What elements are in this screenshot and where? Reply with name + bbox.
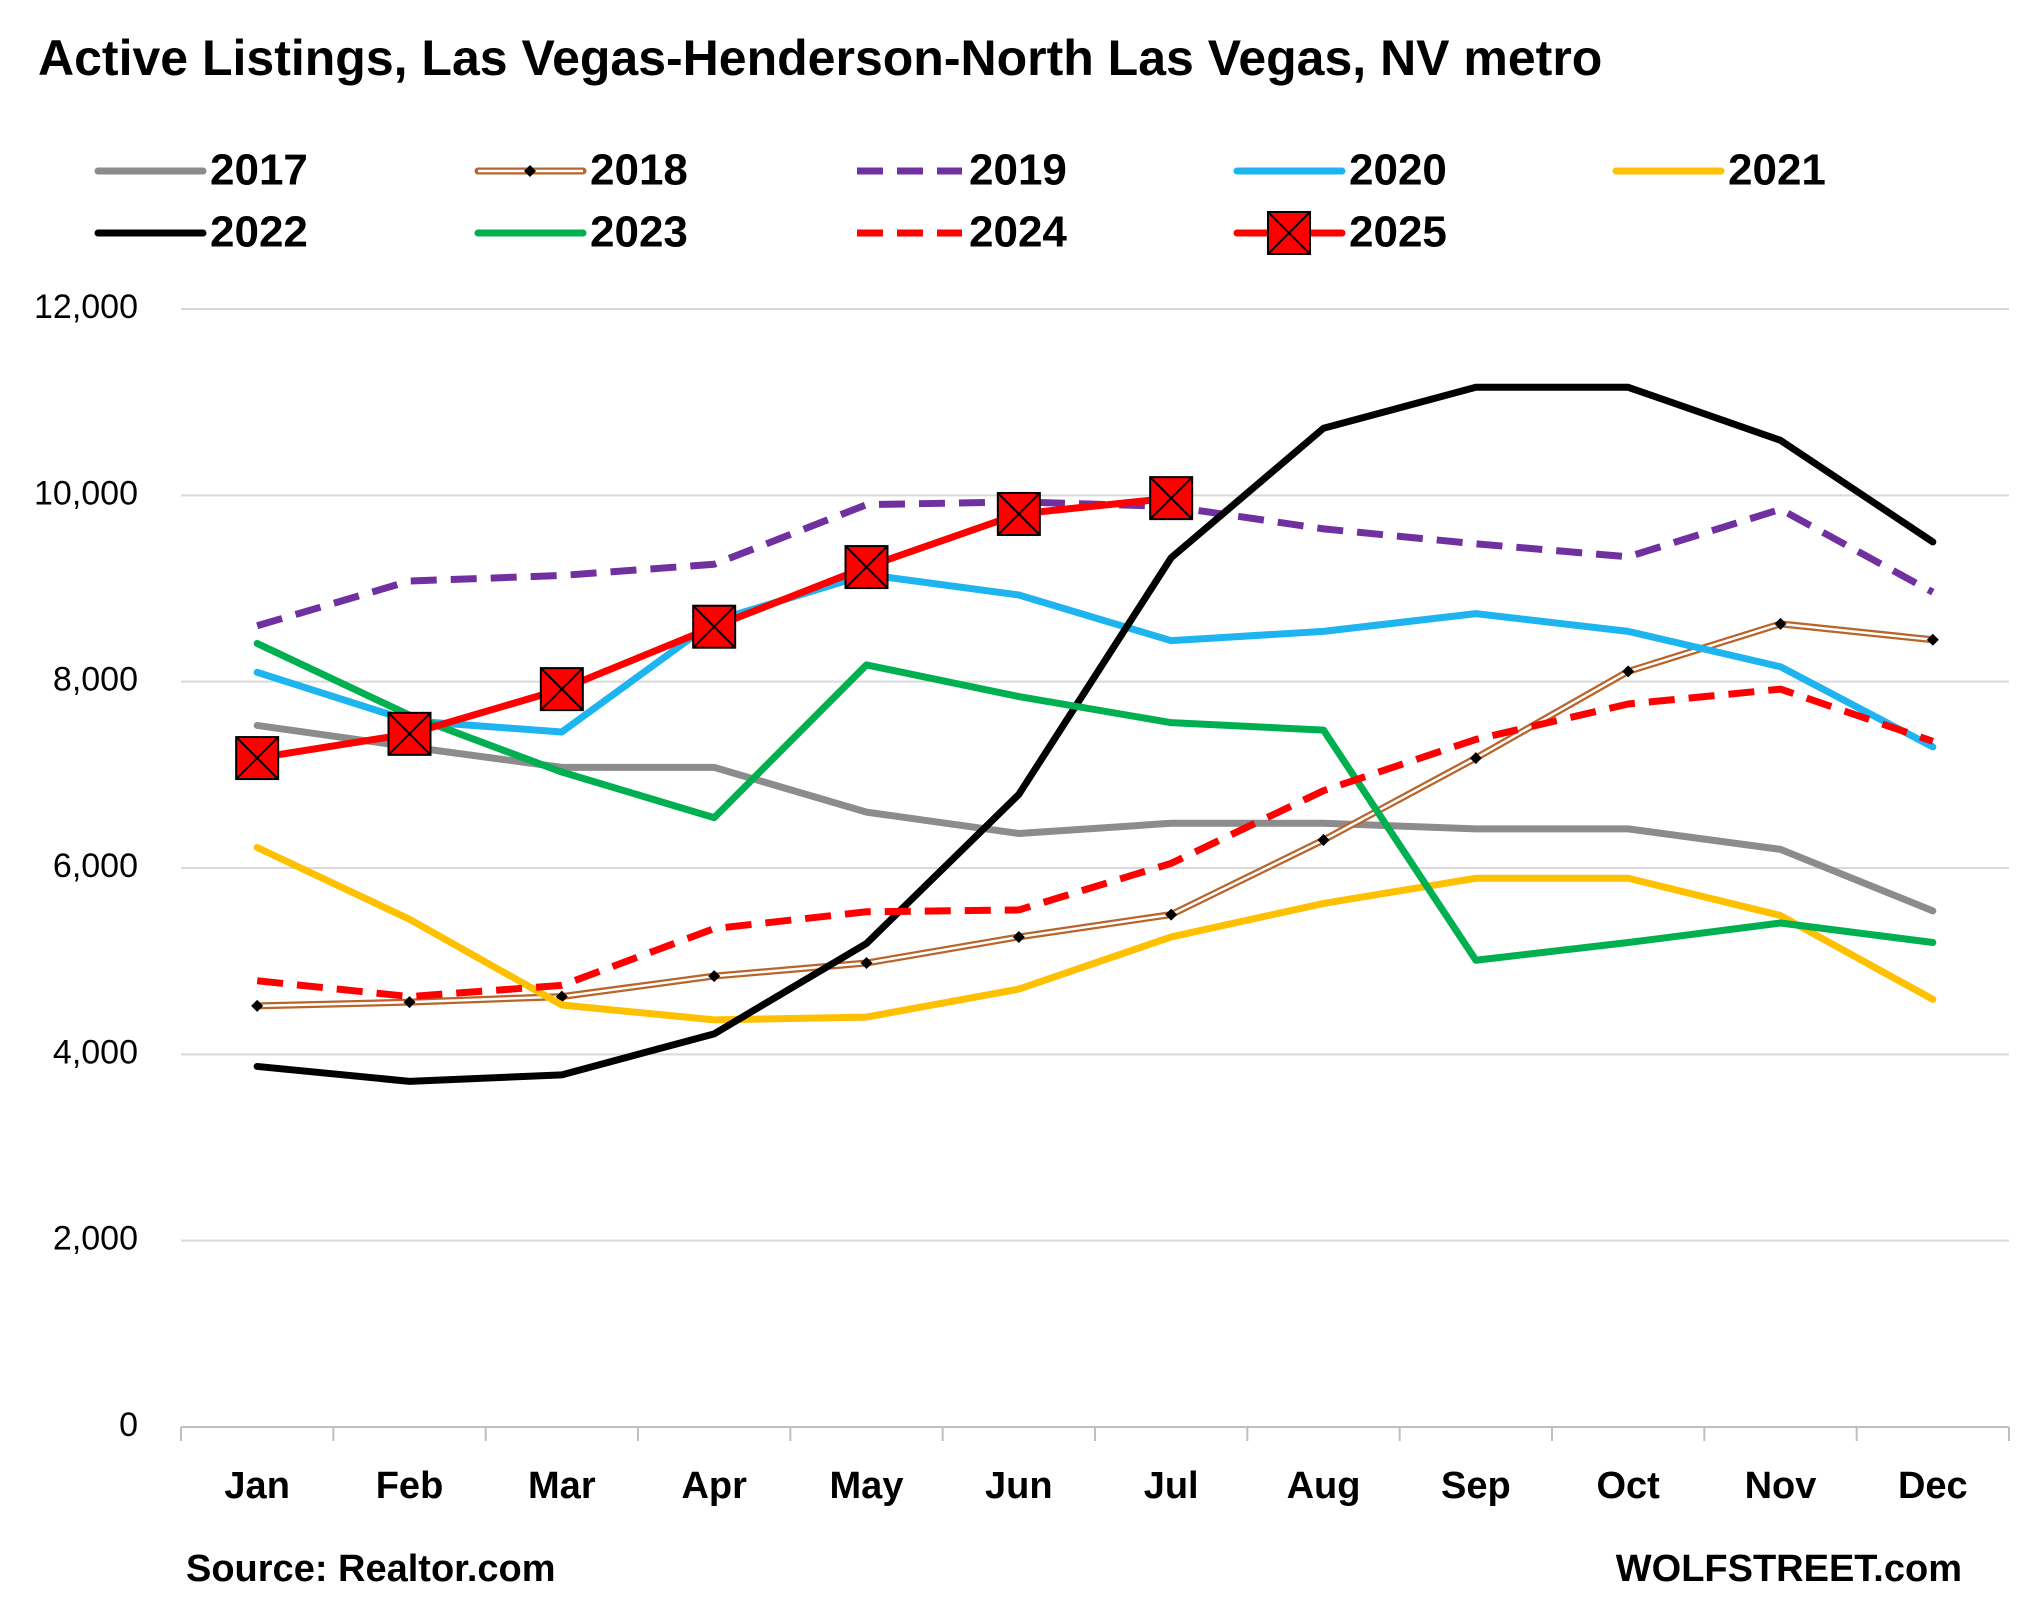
y-tick-label: 10,000 bbox=[34, 474, 138, 512]
x-tick-label: Aug bbox=[1287, 1465, 1361, 1507]
x-tick-label: Jan bbox=[224, 1465, 289, 1507]
marker bbox=[1165, 908, 1178, 921]
marker-x bbox=[387, 712, 432, 756]
series bbox=[256, 685, 1934, 1001]
x-tick-label: Feb bbox=[376, 1465, 444, 1507]
marker bbox=[708, 970, 721, 983]
marker bbox=[860, 957, 873, 970]
marker bbox=[996, 491, 1041, 536]
legend-label: 2023 bbox=[590, 208, 688, 257]
x-tick-label: Dec bbox=[1898, 1465, 1968, 1507]
y-tick-label: 6,000 bbox=[53, 847, 138, 885]
series bbox=[251, 617, 1939, 1012]
x-tick-label: Sep bbox=[1441, 1465, 1511, 1507]
legend-marker-x bbox=[1267, 211, 1311, 255]
legend-item: 2023 bbox=[474, 208, 688, 257]
marker bbox=[251, 999, 264, 1012]
series-line bbox=[256, 685, 1934, 1001]
x-tick-label: Jun bbox=[985, 1465, 1053, 1507]
marker bbox=[403, 996, 416, 1009]
legend-item: 2022 bbox=[94, 208, 308, 257]
legend-label: 2020 bbox=[1349, 146, 1447, 195]
y-tick-label: 0 bbox=[119, 1406, 138, 1444]
legend-label: 2021 bbox=[1728, 146, 1826, 195]
y-tick-label: 4,000 bbox=[53, 1033, 138, 1071]
marker bbox=[692, 604, 737, 649]
x-tick-label: May bbox=[830, 1465, 904, 1507]
legend-label: 2017 bbox=[210, 146, 308, 195]
x-tick-label: Jul bbox=[1144, 1465, 1199, 1507]
x-tick-label: Nov bbox=[1745, 1465, 1817, 1507]
series bbox=[256, 498, 1935, 630]
legend-item: 2017 bbox=[94, 146, 308, 195]
x-tick-label: Oct bbox=[1596, 1465, 1660, 1507]
marker bbox=[1926, 633, 1939, 646]
legend-label: 2022 bbox=[210, 208, 308, 257]
chart-title: Active Listings, Las Vegas-Henderson-Nor… bbox=[38, 30, 1602, 86]
marker bbox=[844, 545, 889, 590]
series-line bbox=[256, 498, 1935, 630]
marker-x bbox=[844, 545, 889, 589]
series bbox=[253, 383, 1937, 1085]
y-tick-label: 8,000 bbox=[53, 661, 138, 699]
x-tick-label: Apr bbox=[681, 1465, 747, 1507]
marker bbox=[1774, 617, 1787, 630]
series-line bbox=[253, 383, 1937, 1085]
y-tick-label: 12,000 bbox=[34, 288, 138, 326]
series bbox=[253, 571, 1937, 751]
marker bbox=[1469, 752, 1482, 765]
legend-item: 2021 bbox=[1612, 146, 1826, 195]
marker bbox=[1622, 665, 1635, 678]
marker bbox=[1149, 476, 1194, 521]
marker-x bbox=[692, 604, 736, 649]
marker-x bbox=[1149, 476, 1193, 520]
marker bbox=[1012, 930, 1025, 943]
legend-item: 2018 bbox=[474, 146, 688, 195]
series-line-inner bbox=[257, 622, 1933, 1008]
marker-x bbox=[997, 492, 1041, 536]
legend-item: 2025 bbox=[1233, 208, 1447, 257]
legend-item: 2019 bbox=[857, 146, 1067, 195]
marker-x bbox=[540, 667, 584, 711]
y-tick-label: 2,000 bbox=[53, 1220, 138, 1258]
marker-x bbox=[235, 736, 279, 780]
legend-item: 2020 bbox=[1233, 146, 1447, 195]
legend-label: 2019 bbox=[969, 146, 1067, 195]
series-line bbox=[253, 571, 1937, 751]
series bbox=[253, 639, 1937, 964]
marker bbox=[1317, 834, 1330, 847]
x-tick-label: Mar bbox=[528, 1465, 596, 1507]
source: Source: Realtor.com bbox=[186, 1548, 556, 1590]
legend-item: 2024 bbox=[857, 208, 1067, 257]
marker bbox=[539, 667, 584, 712]
marker bbox=[387, 711, 432, 756]
legend-label: 2025 bbox=[1349, 208, 1447, 257]
series bbox=[235, 476, 1194, 781]
series-line bbox=[253, 639, 1937, 964]
legend-label: 2024 bbox=[969, 208, 1067, 257]
marker bbox=[235, 736, 280, 781]
legend-label: 2018 bbox=[590, 146, 688, 195]
legend-marker bbox=[524, 165, 536, 177]
credit: WOLFSTREET.com bbox=[1616, 1548, 1962, 1590]
